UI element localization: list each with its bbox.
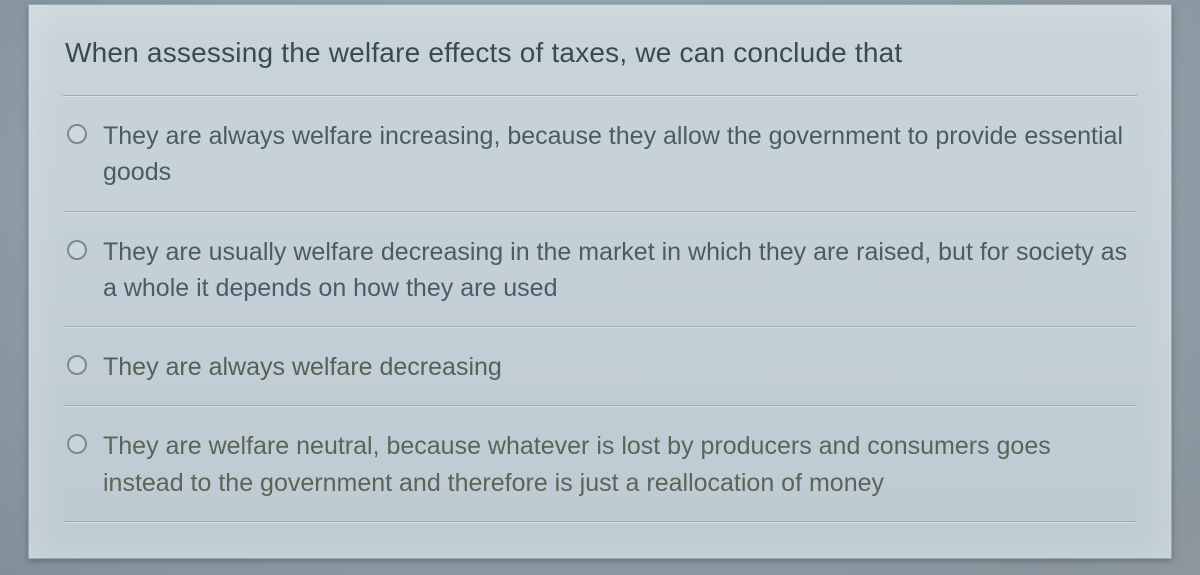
answer-option-2-label: They are usually welfare decreasing in t…: [103, 234, 1133, 307]
radio-icon[interactable]: [67, 124, 87, 144]
radio-icon[interactable]: [67, 434, 87, 454]
answer-option-3-label: They are always welfare decreasing: [103, 349, 1133, 385]
question-card: When assessing the welfare effects of ta…: [28, 4, 1172, 559]
answer-option-3[interactable]: They are always welfare decreasing: [63, 327, 1137, 406]
radio-icon[interactable]: [67, 355, 87, 375]
answer-option-1[interactable]: They are always welfare increasing, beca…: [63, 96, 1137, 212]
question-prompt: When assessing the welfare effects of ta…: [63, 31, 1137, 91]
answer-option-1-label: They are always welfare increasing, beca…: [103, 118, 1133, 191]
answer-option-4[interactable]: They are welfare neutral, because whatev…: [63, 406, 1137, 522]
answer-option-2[interactable]: They are usually welfare decreasing in t…: [63, 212, 1137, 328]
answer-option-4-label: They are welfare neutral, because whatev…: [103, 428, 1133, 501]
radio-icon[interactable]: [67, 240, 87, 260]
